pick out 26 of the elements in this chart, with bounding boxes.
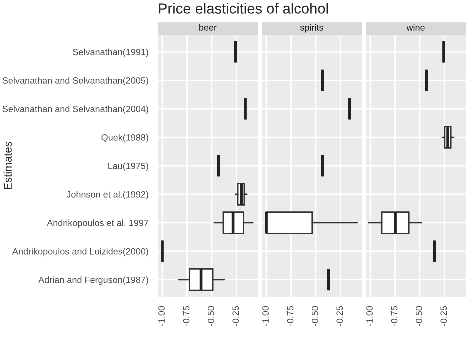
y-tick-label: Johnson et al.(1992) xyxy=(66,191,148,200)
chart-subtitle: wine xyxy=(406,24,425,31)
x-tick-label: -0.75 xyxy=(287,306,294,326)
chart-subtitle: beer xyxy=(200,24,217,31)
y-tick-label: Quek(1988) xyxy=(102,134,148,143)
x-tick-label: -0.50 xyxy=(416,306,422,326)
y-tick-label: Selvanathan(1991) xyxy=(73,48,148,58)
y-tick-label: Selvanathan and Selvanathan(2005) xyxy=(2,77,148,86)
x-tick-label: -0.50 xyxy=(208,306,214,326)
x-tick-label: -1.00 xyxy=(262,306,269,326)
x-tick-label: -1.00 xyxy=(366,306,373,326)
y-tick-label: Selvanathan and Selvanathan(2004) xyxy=(2,106,148,114)
x-tick-label: -0.25 xyxy=(232,306,240,326)
y-tick-label: Adrian and Ferguson(1987) xyxy=(38,276,148,286)
y-tick-label: Lau(1975) xyxy=(108,162,148,172)
x-tick-label: -0.25 xyxy=(336,306,344,326)
y-tick-label: Andrikopoulos and Loizides(2000) xyxy=(12,248,148,257)
y-axis-title: Estimates xyxy=(4,142,12,190)
chart-title: Price elasticities of alcohol xyxy=(159,3,328,14)
chart-subtitle: spirits xyxy=(300,24,324,33)
x-tick-label: -0.75 xyxy=(391,306,398,326)
x-tick-label: -1.00 xyxy=(158,306,165,326)
x-tick-label: -0.50 xyxy=(312,306,318,326)
x-tick-label: -0.25 xyxy=(440,306,448,326)
x-tick-label: -0.75 xyxy=(183,306,190,326)
y-tick-label: Andrikopoulos et al. 1997 xyxy=(47,220,149,228)
